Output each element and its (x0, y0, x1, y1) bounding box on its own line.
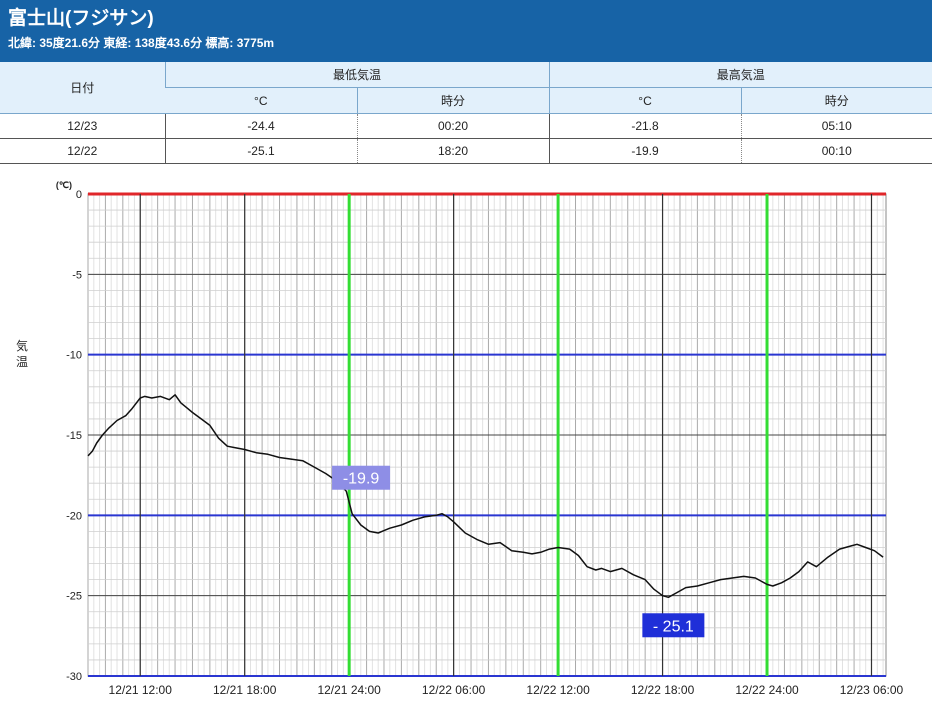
max-unit-header: °C (548, 87, 742, 114)
min-temp-label-box (642, 613, 705, 638)
y-tick-label: -15 (66, 430, 82, 442)
min-temp-cell: -25.1 (164, 138, 357, 164)
station-coordinates: 北緯: 35度21.6分 東経: 138度43.6分 標高: 3775m (8, 36, 275, 50)
y-unit-label: (℃) (56, 180, 72, 190)
x-tick-label: 12/22 06:00 (422, 683, 486, 697)
max-time-cell: 00:10 (740, 138, 932, 164)
x-tick-label: 12/23 06:00 (840, 683, 904, 697)
x-tick-label: 12/21 18:00 (213, 683, 277, 697)
y-axis-title-char: 温 (16, 355, 28, 369)
date-cell: 12/23 (0, 113, 165, 139)
x-tick-label: 12/22 24:00 (735, 683, 799, 697)
y-axis-title-char: 気 (16, 338, 28, 353)
min-unit-header: °C (165, 87, 357, 114)
max-temp-cell: -21.8 (548, 113, 742, 139)
min-temp-label: - 25.1 (653, 618, 694, 635)
table-row: 12/22 -25.1 18:20 -19.9 00:10 (0, 138, 932, 164)
min-time-cell: 18:20 (356, 138, 550, 164)
y-tick-label: 0 (76, 189, 82, 201)
min-temp-header: 最低気温 (164, 62, 550, 88)
temperature-chart: 12/21 12:00 12/21 18:00 12/21 24:00 12/22 0… (0, 164, 932, 722)
y-tick-label: -25 (66, 591, 82, 603)
date-column-header: 日付 (0, 62, 165, 114)
station-name: 富士山(フジサン) (8, 8, 154, 29)
max-time-header: 時分 (740, 87, 932, 114)
y-tick-label: -5 (72, 269, 82, 281)
min-temp-cell: -24.4 (164, 113, 357, 139)
y-tick-label: -20 (66, 510, 82, 522)
y-tick-label: -10 (66, 350, 82, 362)
temperature-series-line (87, 394, 884, 599)
date-cell: 12/22 (0, 138, 165, 164)
max-temp-label-box (332, 465, 391, 490)
table-row: 12/23 -24.4 00:20 -21.8 05:10 (0, 113, 932, 139)
min-time-header: 時分 (356, 87, 550, 114)
x-tick-label: 12/21 12:00 (109, 683, 173, 697)
x-tick-label: 12/21 24:00 (317, 683, 381, 697)
max-time-cell: 05:10 (740, 113, 932, 139)
min-time-cell: 00:20 (356, 113, 550, 139)
station-header: 富士山(フジサン) 北緯: 35度21.6分 東経: 138度43.6分 標高:… (0, 0, 932, 62)
temperature-summary-table: 日付 最低気温 最高気温 °C 時分 °C 時分 12/23 -24.4 00:… (0, 62, 932, 164)
temperature-chart-svg: 12/21 12:00 12/21 18:00 12/21 24:00 12/22 0… (16, 180, 904, 697)
max-temp-cell: -19.9 (548, 138, 742, 164)
y-tick-label: -30 (66, 671, 82, 683)
x-tick-label: 12/22 18:00 (631, 683, 695, 697)
max-temp-header: 最高気温 (548, 62, 932, 88)
x-tick-label: 12/22 12:00 (526, 683, 590, 697)
max-temp-label: -19.9 (343, 471, 380, 488)
